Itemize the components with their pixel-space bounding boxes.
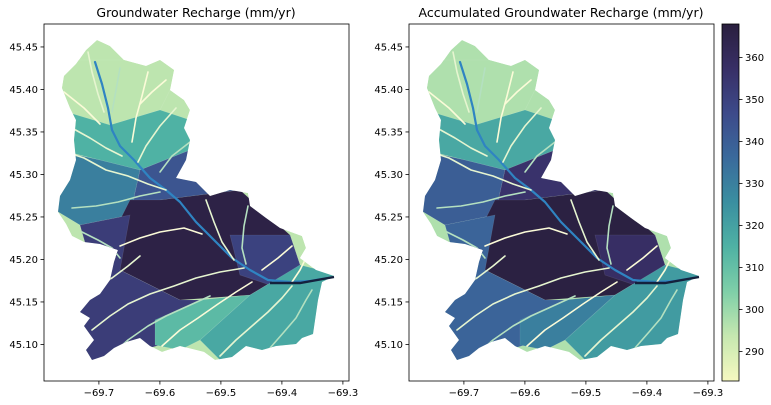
outlet-stream [270,275,335,285]
colorbar-tick-label: 320 [745,221,764,232]
outlet-stream [635,275,700,285]
y-tick-label: 45.20 [9,255,38,266]
stream-line [570,199,600,261]
left-map-layer [58,40,335,360]
right-map-layer [423,40,700,360]
x-tick-label: −69.3 [693,388,724,399]
stream-line [584,285,658,357]
stream-line [502,107,542,163]
x-tick-label: −69.6 [510,388,541,399]
stream-line [436,191,526,209]
stream-line [496,71,514,143]
right-panel: Accumulated Groundwater Recharge (mm/yr)… [374,5,723,399]
stream-line [137,107,177,163]
stream-line [269,289,313,349]
colorbar-tick-label: 290 [745,347,764,358]
y-tick-label: 45.35 [9,127,38,138]
colorbar-tick-label: 330 [745,179,764,190]
y-tick-label: 45.25 [374,212,403,223]
right-xticks: −69.7 −69.6 −69.5 −69.4 −69.3 [449,381,724,399]
x-tick-label: −69.6 [145,388,176,399]
stream-line [139,79,167,105]
stream-line [131,71,149,143]
stream-line [119,227,203,247]
stream-line [424,149,532,191]
left-xticks: −69.7 −69.6 −69.5 −69.4 −69.3 [84,381,359,399]
stream-line [63,91,101,125]
colorbar-tick-label: 310 [745,263,764,274]
y-tick-label: 45.30 [374,170,403,181]
stream-line [161,281,253,347]
y-tick-label: 45.45 [9,42,38,53]
y-tick-label: 45.45 [374,42,403,53]
stream-line [93,60,334,284]
y-tick-label: 45.15 [9,297,38,308]
x-tick-label: −69.7 [449,388,480,399]
y-tick-label: 45.40 [374,85,403,96]
stream-line [456,267,610,331]
y-tick-label: 45.10 [374,340,403,351]
stream-line [91,267,245,331]
stream-line [241,205,249,265]
stream-line [504,79,532,105]
colorbar-ticks: 290 300 310 320 330 340 350 360 [739,53,764,358]
right-title: Accumulated Groundwater Recharge (mm/yr) [419,5,704,20]
left-title: Groundwater Recharge (mm/yr) [96,5,295,20]
stream-line [458,60,699,284]
left-yticks: 45.10 45.15 45.20 45.25 45.30 45.35 45.40 45.45 [9,42,44,351]
stream-line [261,245,293,271]
colorbar-tick-label: 340 [745,137,764,148]
x-tick-label: −69.4 [632,388,663,399]
x-tick-label: −69.7 [84,388,115,399]
right-axes-frame [408,23,715,382]
stream-line [526,281,618,347]
stream-line [111,67,121,113]
stream-line [606,205,614,265]
stream-line [634,289,678,349]
y-tick-label: 45.40 [9,85,38,96]
colorbar-tick-label: 360 [745,53,764,64]
y-tick-label: 45.25 [9,212,38,223]
y-tick-label: 45.20 [374,255,403,266]
right-yticks: 45.10 45.15 45.20 45.25 45.30 45.35 45.40 45.45 [374,42,409,351]
stream-line [524,141,556,173]
colorbar-gradient [721,23,740,382]
stream-line [436,127,488,157]
y-tick-label: 45.30 [9,170,38,181]
x-tick-label: −69.5 [571,388,602,399]
colorbar: 290 300 310 320 330 340 350 360 [721,23,764,382]
x-tick-label: −69.4 [267,388,298,399]
y-tick-label: 45.15 [374,297,403,308]
y-tick-label: 45.10 [9,340,38,351]
y-tick-label: 45.35 [374,127,403,138]
stream-line [626,245,658,271]
stream-line [71,191,161,209]
stream-line [59,149,167,191]
left-axes-frame [43,23,350,382]
stream-line [656,257,672,283]
stream-line [484,227,568,247]
stream-line [205,199,235,261]
stream-line [476,67,486,113]
stream-line [452,51,470,113]
colorbar-tick-label: 300 [745,305,764,316]
x-tick-label: −69.3 [328,388,359,399]
stream-line [428,91,466,125]
stream-line [71,127,123,157]
x-tick-label: −69.5 [206,388,237,399]
stream-line [87,51,105,113]
stream-line [291,257,307,283]
left-panel: Groundwater Recharge (mm/yr) −69.7 −69.6−… [9,5,358,399]
stream-line [219,285,293,357]
colorbar-tick-label: 350 [745,95,764,106]
stream-line [159,141,191,173]
